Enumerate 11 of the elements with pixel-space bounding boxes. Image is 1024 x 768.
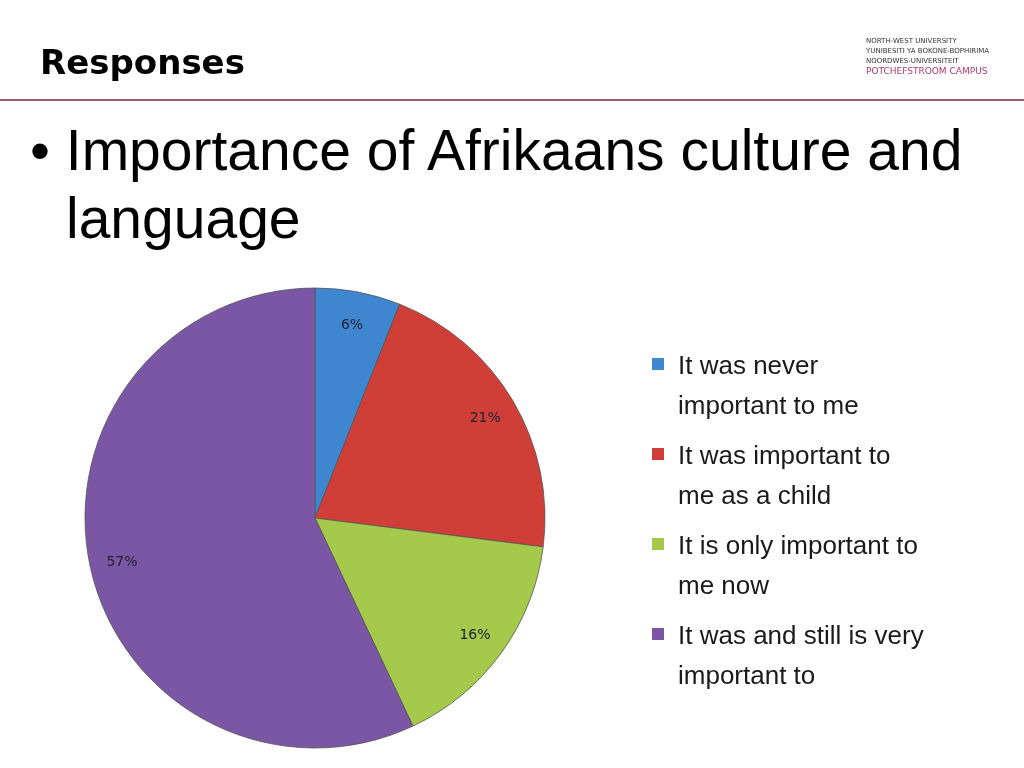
data-label: 6% bbox=[340, 315, 364, 332]
data-label: 21% bbox=[469, 409, 501, 426]
legend-label: It is only important to me now bbox=[678, 530, 918, 600]
chart-title: Responses bbox=[40, 42, 245, 82]
legend-label: It was important to me as a child bbox=[678, 440, 891, 510]
data-label: 57% bbox=[106, 553, 138, 570]
chart-subtitle: • Importance of Afrikaans culture and language bbox=[30, 118, 963, 250]
legend-label: It was never important to me bbox=[678, 350, 859, 420]
text: POTCHEFSTROOM CAMPUS bbox=[866, 66, 988, 76]
data-label: 16% bbox=[459, 626, 491, 643]
legend-label: It was and still is very important to bbox=[678, 620, 924, 690]
